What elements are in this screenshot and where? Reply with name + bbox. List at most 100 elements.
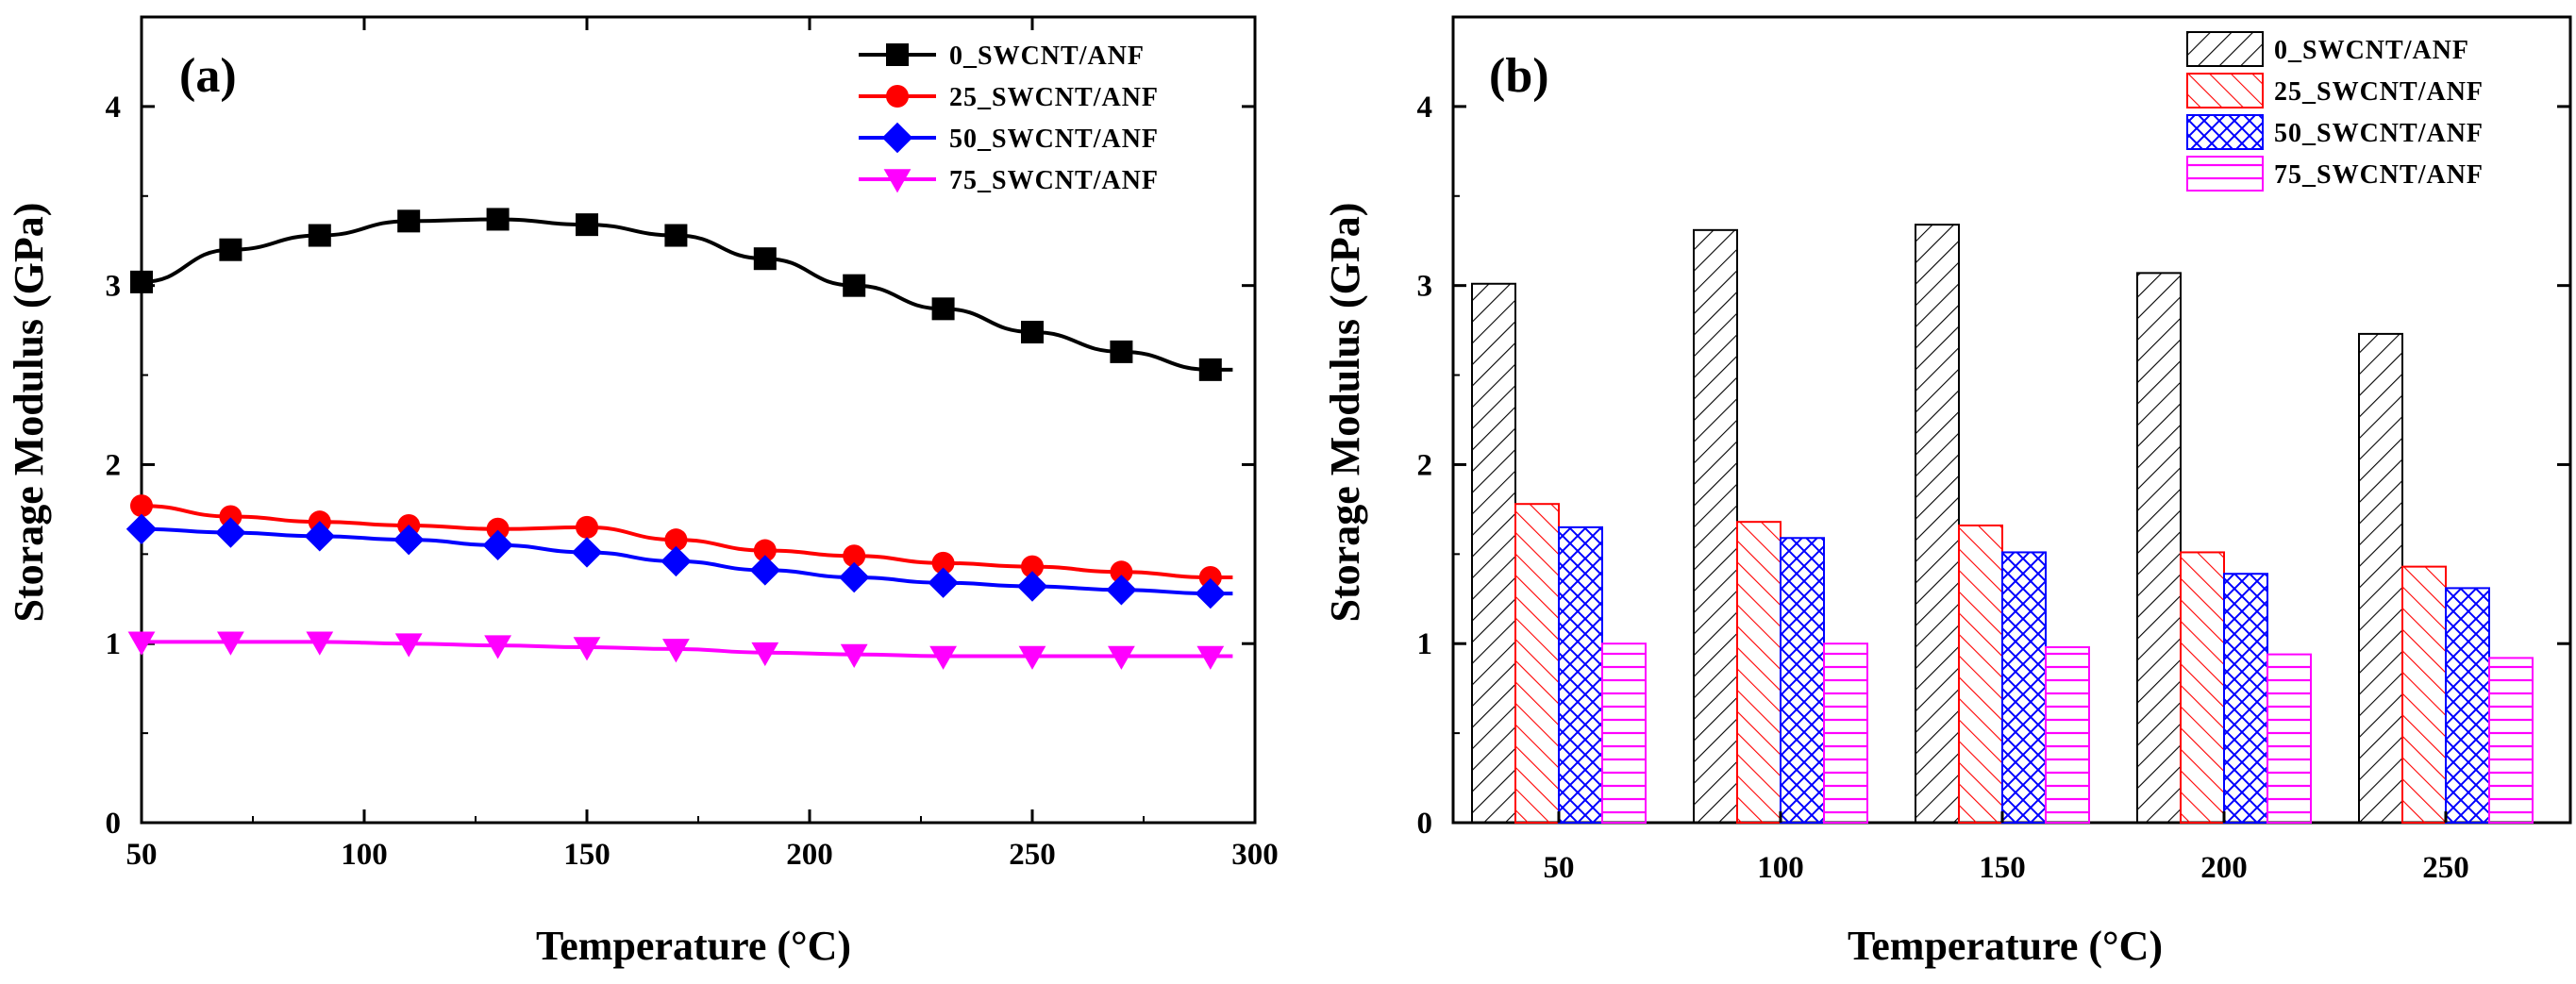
panel-a-data-point [929, 645, 957, 670]
panel-b-x-axis-title: Temperature (°C) [1848, 923, 2163, 969]
panel-b-bar-3 [2488, 657, 2534, 824]
panel-a-y-tick-label: 0 [106, 807, 122, 841]
panel-a-data-point [1110, 560, 1133, 584]
panel-a-data-point [1196, 645, 1225, 670]
panel-a-data-point [1021, 321, 1044, 344]
panel-b-bar-2 [1558, 525, 1603, 824]
panel-b-bar-0 [1915, 224, 1960, 825]
panel-a-data-point [931, 551, 955, 575]
panel-a-data-point [1198, 566, 1222, 590]
panel-a-data-point [931, 297, 955, 321]
panel-a-data-point [662, 639, 690, 663]
panel-a-legend-label: 50_SWCNT/ANF [949, 125, 1159, 154]
panel-a-data-point [130, 494, 153, 518]
panel-a-data-point [576, 515, 598, 539]
panel-a-legend-marker [886, 43, 909, 66]
panel-b-y-tick-label: 4 [1417, 91, 1433, 125]
panel-b-bar-0 [1471, 282, 1516, 825]
panel-a-label: (a) [179, 49, 237, 103]
panel-b-bar-0 [2136, 272, 2182, 825]
panel-b-bar-1 [1736, 521, 1781, 824]
panel-b-bar-0 [2358, 332, 2403, 824]
panel-a-y-tick-label: 1 [106, 627, 122, 661]
panel-b-legend-label: 0_SWCNT/ANF [2274, 36, 2469, 65]
panel-a-legend-marker [883, 169, 912, 193]
panel-a-data-point [843, 544, 866, 568]
panel-a-legend-label: 25_SWCNT/ANF [949, 83, 1159, 112]
panel-a-data-point [749, 555, 780, 586]
panel-a-x-tick-label: 250 [1009, 838, 1056, 872]
panel-b-bar-2 [1780, 537, 1825, 825]
panel-a-data-point [219, 505, 243, 528]
panel-a-data-point [571, 537, 603, 568]
panel-a-data-point [1106, 575, 1137, 606]
panel-b-bar-1 [2180, 551, 2225, 824]
panel-b-y-tick-label: 3 [1417, 270, 1433, 304]
panel-b-legend-swatch [2186, 73, 2264, 108]
panel-a-line-chart: (a) Temperature (°C) Storage Modulus (GP… [6, 15, 1279, 969]
panel-b-legend-label: 25_SWCNT/ANF [2274, 77, 2484, 107]
panel-a-data-point [219, 238, 243, 261]
panel-a-data-point [130, 270, 153, 293]
panel-b-bar-3 [2267, 653, 2312, 824]
panel-a-legend-marker [886, 85, 909, 108]
panel-a-data-point [217, 631, 244, 656]
panel-b-bar-chart: (b) Temperature (°C) Storage Modulus (GP… [1322, 15, 2572, 969]
panel-b-y-tick-label: 0 [1417, 807, 1433, 841]
panel-a-data-point [486, 517, 510, 541]
panel-b-legend-swatch [2186, 114, 2264, 150]
panel-a-data-point [1016, 571, 1048, 602]
panel-a-data-point [753, 539, 777, 562]
panel-b-bar-1 [1958, 524, 2003, 824]
panel-b-x-tick-label: 100 [1757, 851, 1804, 885]
panel-a-data-point [576, 213, 598, 237]
panel-a-legend-label: 0_SWCNT/ANF [949, 42, 1145, 71]
panel-a-legend-marker [881, 122, 913, 154]
panel-b-bar-0 [1693, 228, 1738, 824]
panel-a-data-point [664, 224, 688, 247]
panel-b-legend-label: 75_SWCNT/ANF [2274, 160, 2484, 190]
panel-b-bar-2 [2445, 587, 2490, 824]
panel-b-bar-1 [1514, 503, 1560, 824]
panel-a-x-tick-label: 150 [563, 838, 611, 872]
panel-a-series-line-3 [142, 640, 1233, 659]
panel-a-data-point [928, 567, 959, 598]
panel-a-x-tick-label: 200 [786, 838, 833, 872]
panel-a-data-point [394, 633, 423, 658]
panel-b-x-tick-label: 200 [2200, 851, 2248, 885]
panel-a-data-point [1108, 645, 1135, 670]
panel-b-y-axis-title: Storage Modulus (GPa) [1322, 203, 1368, 623]
panel-a-data-point [306, 631, 334, 656]
panel-a-data-point [127, 631, 156, 656]
panel-b-bar-1 [2401, 565, 2447, 825]
panel-b-y-tick-label: 1 [1417, 627, 1433, 661]
panel-b-label: (b) [1489, 49, 1549, 103]
panel-b-bar-2 [2223, 573, 2268, 824]
panel-a-data-point [393, 524, 425, 556]
panel-b-bar-3 [1823, 642, 1868, 824]
panel-a-data-point [573, 637, 601, 661]
panel-a-data-point [1198, 358, 1222, 381]
panel-a-y-tick-label: 2 [106, 448, 122, 482]
panel-a-data-point [397, 209, 421, 233]
panel-b-x-tick-label: 150 [1979, 851, 2026, 885]
panel-a-data-point [484, 635, 511, 659]
panel-a-x-axis-title: Temperature (°C) [536, 923, 851, 969]
panel-a-data-point [664, 528, 688, 552]
panel-b-bar-3 [1601, 642, 1647, 824]
panel-a-data-point [304, 521, 335, 552]
panel-a-data-point [661, 545, 692, 577]
panel-a-legend-label: 75_SWCNT/ANF [949, 166, 1159, 195]
panel-a-data-point [1195, 577, 1226, 609]
panel-b-legend-swatch [2186, 156, 2264, 192]
panel-b-legend-label: 50_SWCNT/ANF [2274, 119, 2484, 148]
panel-a-y-tick-label: 3 [106, 270, 122, 304]
panel-a-y-tick-label: 4 [106, 91, 122, 125]
panel-a-x-tick-label: 50 [126, 838, 158, 872]
panel-a-data-point [843, 274, 866, 297]
panel-a-data-point [482, 529, 513, 561]
panel-a-data-point [751, 642, 779, 667]
panel-a-data-point [1021, 555, 1044, 578]
panel-a-data-point [1018, 645, 1046, 670]
